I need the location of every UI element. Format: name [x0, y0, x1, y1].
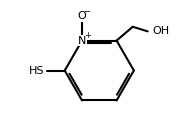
- Text: N: N: [78, 36, 86, 46]
- Text: −: −: [83, 7, 90, 16]
- Text: OH: OH: [152, 26, 169, 36]
- Text: O: O: [78, 11, 86, 21]
- Text: HS: HS: [29, 65, 44, 76]
- Text: +: +: [84, 31, 91, 40]
